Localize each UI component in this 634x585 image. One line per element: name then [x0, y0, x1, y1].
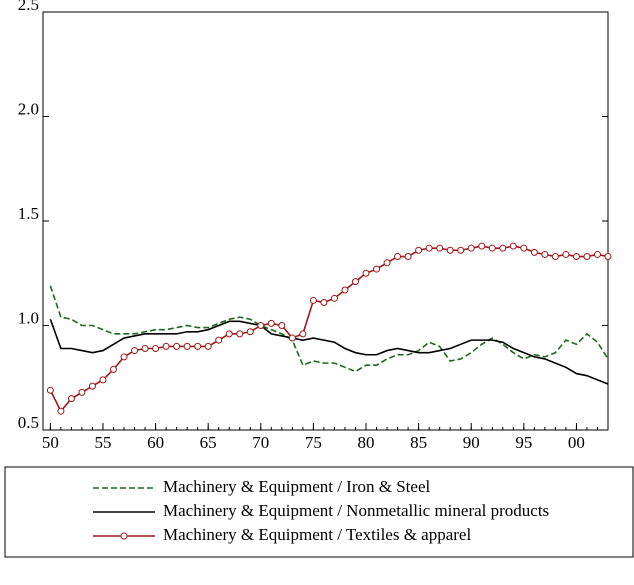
data-point: [78, 388, 86, 396]
data-point: [162, 342, 170, 350]
data-point: [320, 299, 328, 307]
data-point: [246, 328, 254, 336]
data-point: [194, 342, 202, 350]
x-tick-label: 80: [358, 433, 375, 452]
x-tick-label: 00: [568, 433, 585, 452]
y-tick-label: 2.0: [18, 99, 39, 118]
x-tick-label: 60: [147, 433, 164, 452]
data-point: [467, 244, 475, 252]
data-point: [288, 334, 296, 342]
data-point: [604, 253, 612, 261]
data-point: [373, 265, 381, 273]
data-point: [457, 246, 465, 254]
data-point: [278, 322, 286, 329]
data-point: [67, 395, 75, 403]
legend-label: Machinery & Equipment / Textiles & appar…: [163, 525, 471, 544]
data-point: [257, 322, 265, 329]
data-point: [572, 253, 580, 261]
data-point: [330, 294, 338, 302]
data-point: [351, 278, 359, 286]
x-tick-label: 95: [515, 433, 532, 452]
data-point: [120, 353, 128, 361]
data-point: [425, 244, 433, 252]
legend-label: Machinery & Equipment / Nonmetallic mine…: [163, 501, 549, 520]
data-point: [88, 382, 96, 390]
data-point: [541, 250, 549, 258]
data-point: [530, 248, 538, 256]
series-line: [49, 318, 609, 385]
data-point: [341, 286, 349, 294]
y-tick-label: 2.5: [18, 0, 39, 14]
data-point: [488, 244, 496, 252]
data-point: [204, 342, 212, 350]
x-tick-label: 70: [252, 433, 269, 452]
x-tick-label: 65: [200, 433, 217, 452]
data-point: [383, 259, 391, 267]
data-point: [509, 242, 517, 250]
data-point: [394, 253, 402, 261]
data-point: [478, 242, 486, 250]
y-tick-label: 0.5: [18, 413, 39, 432]
y-tick-label: 1.0: [18, 308, 39, 327]
data-point: [551, 253, 559, 261]
data-point: [236, 330, 244, 338]
data-point: [215, 336, 223, 344]
data-point: [446, 246, 454, 254]
legend-marker: [120, 532, 128, 540]
plot-frame: [42, 11, 609, 431]
series-line: [49, 285, 609, 373]
data-point: [225, 330, 233, 338]
data-point: [593, 250, 601, 258]
data-point: [141, 344, 149, 352]
data-point: [183, 342, 191, 350]
data-point: [562, 250, 570, 258]
legend-label: Machinery & Equipment / Iron & Steel: [163, 477, 430, 496]
series-line: [49, 245, 609, 413]
data-point: [131, 347, 139, 355]
x-tick-label: 90: [463, 433, 480, 452]
data-point: [109, 365, 117, 373]
data-point: [173, 342, 181, 350]
legend-frame: [4, 466, 634, 558]
data-point: [309, 296, 317, 304]
y-tick-label: 1.5: [18, 204, 39, 223]
data-point: [267, 319, 275, 327]
data-point: [520, 244, 528, 252]
data-point: [99, 376, 107, 384]
data-point: [362, 269, 370, 277]
x-tick-label: 55: [94, 433, 111, 452]
data-point: [152, 344, 160, 352]
data-point: [583, 253, 591, 261]
data-point: [499, 244, 507, 252]
data-point: [57, 407, 65, 415]
x-tick-label: 50: [42, 433, 59, 452]
data-point: [415, 246, 423, 254]
x-tick-label: 85: [410, 433, 427, 452]
data-point: [46, 386, 54, 394]
data-point: [299, 330, 307, 338]
data-point: [404, 253, 412, 261]
x-tick-label: 75: [305, 433, 322, 452]
data-point: [436, 244, 444, 252]
